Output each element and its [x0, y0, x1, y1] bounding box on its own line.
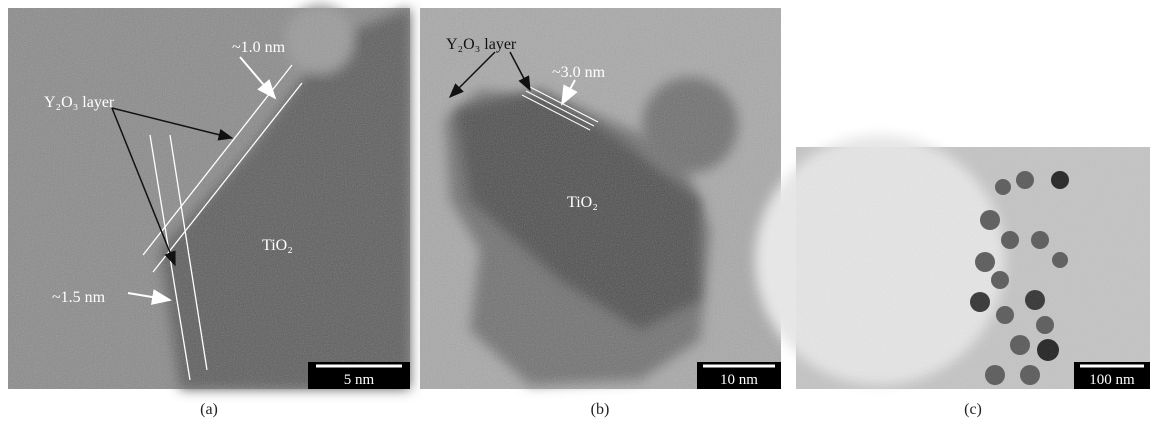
- caption: (c): [964, 401, 982, 418]
- texture: [796, 147, 1150, 389]
- figure: ~1.0 nm Y₂O₃ layer TiO₂ ~1.5 nm 5 nm (a)…: [0, 0, 1158, 421]
- scale-label: 5 nm: [344, 372, 375, 388]
- scale-label: 10 nm: [720, 372, 758, 388]
- annotation: ~1.0 nm: [232, 39, 286, 56]
- panel-b: Y₂O₃ layer ~3.0 nm TiO₂ 10 nm (b): [420, 8, 781, 418]
- caption: (a): [200, 401, 218, 418]
- panel-c: 100 nm (c): [755, 135, 1150, 418]
- caption: (b): [591, 401, 610, 418]
- annotation: Y₂O₃ layer: [44, 94, 115, 111]
- annotation: TiO₂: [567, 194, 598, 211]
- texture: [8, 8, 410, 389]
- annotation: TiO₂: [262, 237, 293, 254]
- scale-label: 100 nm: [1089, 372, 1135, 388]
- annotation: ~1.5 nm: [52, 289, 106, 306]
- panel-a: ~1.0 nm Y₂O₃ layer TiO₂ ~1.5 nm 5 nm (a): [8, 5, 410, 418]
- annotation: Y₂O₃ layer: [446, 36, 517, 53]
- annotation: ~3.0 nm: [552, 64, 606, 81]
